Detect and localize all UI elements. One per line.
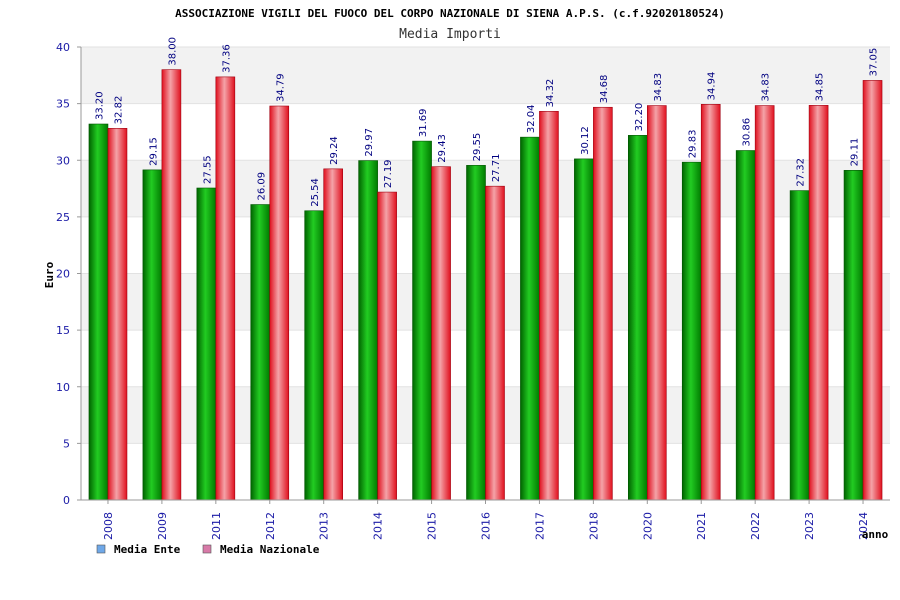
y-axis-ticks: 0 5 10 15 20 25 30 35 40 bbox=[56, 41, 81, 507]
y-tick-label: 0 bbox=[63, 494, 70, 507]
value-label: 37.05 bbox=[869, 48, 880, 77]
bar-media-nazionale-2020 bbox=[646, 105, 667, 501]
value-label: 31.69 bbox=[418, 108, 429, 137]
value-label: 38.00 bbox=[167, 37, 178, 66]
bar-media-nazionale-2012 bbox=[269, 105, 290, 501]
y-tick-label: 25 bbox=[56, 211, 70, 224]
bar-media-nazionale-2024 bbox=[862, 80, 883, 501]
x-tick-label: 2011 bbox=[210, 512, 223, 540]
value-label: 29.24 bbox=[329, 136, 340, 165]
bar-media-nazionale-2015 bbox=[431, 166, 451, 501]
value-label: 29.43 bbox=[437, 134, 448, 163]
x-tick-label: 2018 bbox=[587, 512, 600, 540]
value-label: 30.86 bbox=[742, 118, 753, 147]
value-label: 37.36 bbox=[221, 44, 232, 73]
value-label: 29.11 bbox=[850, 138, 861, 167]
value-label: 33.20 bbox=[94, 91, 105, 120]
value-label: 27.32 bbox=[796, 158, 807, 187]
value-label: 32.04 bbox=[526, 105, 537, 134]
x-tick-label: 2014 bbox=[372, 512, 385, 540]
x-tick-label: 2013 bbox=[318, 512, 331, 540]
bar-media-ente-2009 bbox=[142, 169, 163, 501]
bar-media-ente-2015 bbox=[412, 140, 432, 501]
x-tick-label: 2015 bbox=[426, 512, 439, 540]
chart-title: ASSOCIAZIONE VIGILI DEL FUOCO DEL CORPO … bbox=[175, 7, 725, 20]
y-tick-label: 40 bbox=[56, 41, 70, 54]
bar-media-ente-2016 bbox=[466, 165, 486, 501]
legend-swatch bbox=[96, 544, 106, 554]
value-label: 34.94 bbox=[707, 72, 718, 101]
bar-media-nazionale-2014 bbox=[377, 191, 397, 501]
x-tick-label: 2016 bbox=[480, 512, 493, 540]
x-tick-label: 2021 bbox=[695, 512, 708, 540]
y-tick-label: 35 bbox=[56, 98, 70, 111]
value-label: 34.79 bbox=[275, 73, 286, 102]
value-label: 34.83 bbox=[653, 73, 664, 102]
bar-media-nazionale-2017 bbox=[539, 111, 559, 501]
bar-media-ente-2021 bbox=[681, 161, 702, 501]
bar-media-ente-2011 bbox=[196, 187, 217, 501]
x-tick-label: 2020 bbox=[641, 512, 654, 540]
value-label: 29.55 bbox=[472, 133, 483, 162]
y-tick-label: 20 bbox=[56, 268, 70, 281]
value-label: 27.55 bbox=[202, 155, 213, 184]
value-label: 34.85 bbox=[815, 73, 826, 102]
bar-media-ente-2022 bbox=[735, 150, 756, 501]
value-label: 32.82 bbox=[113, 96, 124, 125]
x-axis-ticks: 2008 2009 2011 2012 2013 2014 2015 2016 2017 2018… bbox=[102, 500, 870, 540]
y-tick-label: 15 bbox=[56, 324, 70, 337]
x-tick-label: 2023 bbox=[803, 512, 816, 540]
legend-label: Media Ente bbox=[114, 543, 181, 556]
y-tick-label: 5 bbox=[63, 437, 70, 450]
legend-swatch bbox=[202, 544, 212, 554]
bars bbox=[88, 69, 883, 501]
value-labels: 33.20 32.82 29.15 38.00 27.55 37.36 26.09 34.79… bbox=[94, 37, 879, 207]
bar-media-ente-2024 bbox=[843, 170, 864, 501]
bar-media-nazionale-2008 bbox=[107, 128, 128, 501]
y-axis-title: Euro bbox=[43, 261, 56, 288]
bar-media-nazionale-2016 bbox=[485, 185, 505, 501]
bar-media-nazionale-2013 bbox=[323, 168, 344, 501]
value-label: 30.12 bbox=[580, 126, 591, 155]
bar-media-nazionale-2023 bbox=[808, 105, 829, 501]
bar-media-ente-2012 bbox=[250, 204, 271, 501]
x-axis-title: anno bbox=[862, 528, 889, 541]
value-label: 26.09 bbox=[256, 172, 267, 201]
bar-media-ente-2013 bbox=[304, 210, 325, 501]
x-tick-label: 2009 bbox=[156, 512, 169, 540]
value-label: 29.83 bbox=[688, 130, 699, 159]
value-label: 27.71 bbox=[491, 154, 502, 183]
legend: Media Ente Media Nazionale bbox=[96, 543, 320, 556]
bar-media-ente-2020 bbox=[627, 135, 648, 501]
bar-media-nazionale-2009 bbox=[161, 69, 182, 501]
bar-media-ente-2014 bbox=[358, 160, 378, 501]
value-label: 29.97 bbox=[364, 128, 375, 157]
bar-media-nazionale-2021 bbox=[700, 104, 721, 501]
bar-media-ente-2023 bbox=[789, 190, 810, 501]
bar-media-nazionale-2022 bbox=[754, 105, 775, 501]
bar-media-ente-2018 bbox=[574, 158, 594, 501]
y-tick-label: 30 bbox=[56, 154, 70, 167]
value-label: 34.32 bbox=[545, 79, 556, 108]
legend-label: Media Nazionale bbox=[220, 543, 320, 556]
bar-media-nazionale-2018 bbox=[593, 106, 613, 501]
x-tick-label: 2022 bbox=[749, 512, 762, 540]
y-tick-label: 10 bbox=[56, 381, 70, 394]
x-tick-label: 2024 bbox=[857, 512, 870, 540]
x-tick-label: 2012 bbox=[264, 512, 277, 540]
value-label: 34.68 bbox=[599, 75, 610, 104]
bar-media-nazionale-2011 bbox=[215, 76, 236, 501]
chart-subtitle: Media Importi bbox=[399, 27, 501, 42]
value-label: 27.19 bbox=[383, 159, 394, 188]
value-label: 34.83 bbox=[761, 73, 772, 102]
value-label: 29.15 bbox=[148, 137, 159, 166]
x-tick-label: 2017 bbox=[533, 512, 546, 540]
bar-media-ente-2017 bbox=[520, 136, 540, 501]
value-label: 32.20 bbox=[634, 103, 645, 132]
bar-media-ente-2008 bbox=[88, 123, 109, 501]
x-tick-label: 2008 bbox=[102, 512, 115, 540]
value-label: 25.54 bbox=[310, 178, 321, 207]
